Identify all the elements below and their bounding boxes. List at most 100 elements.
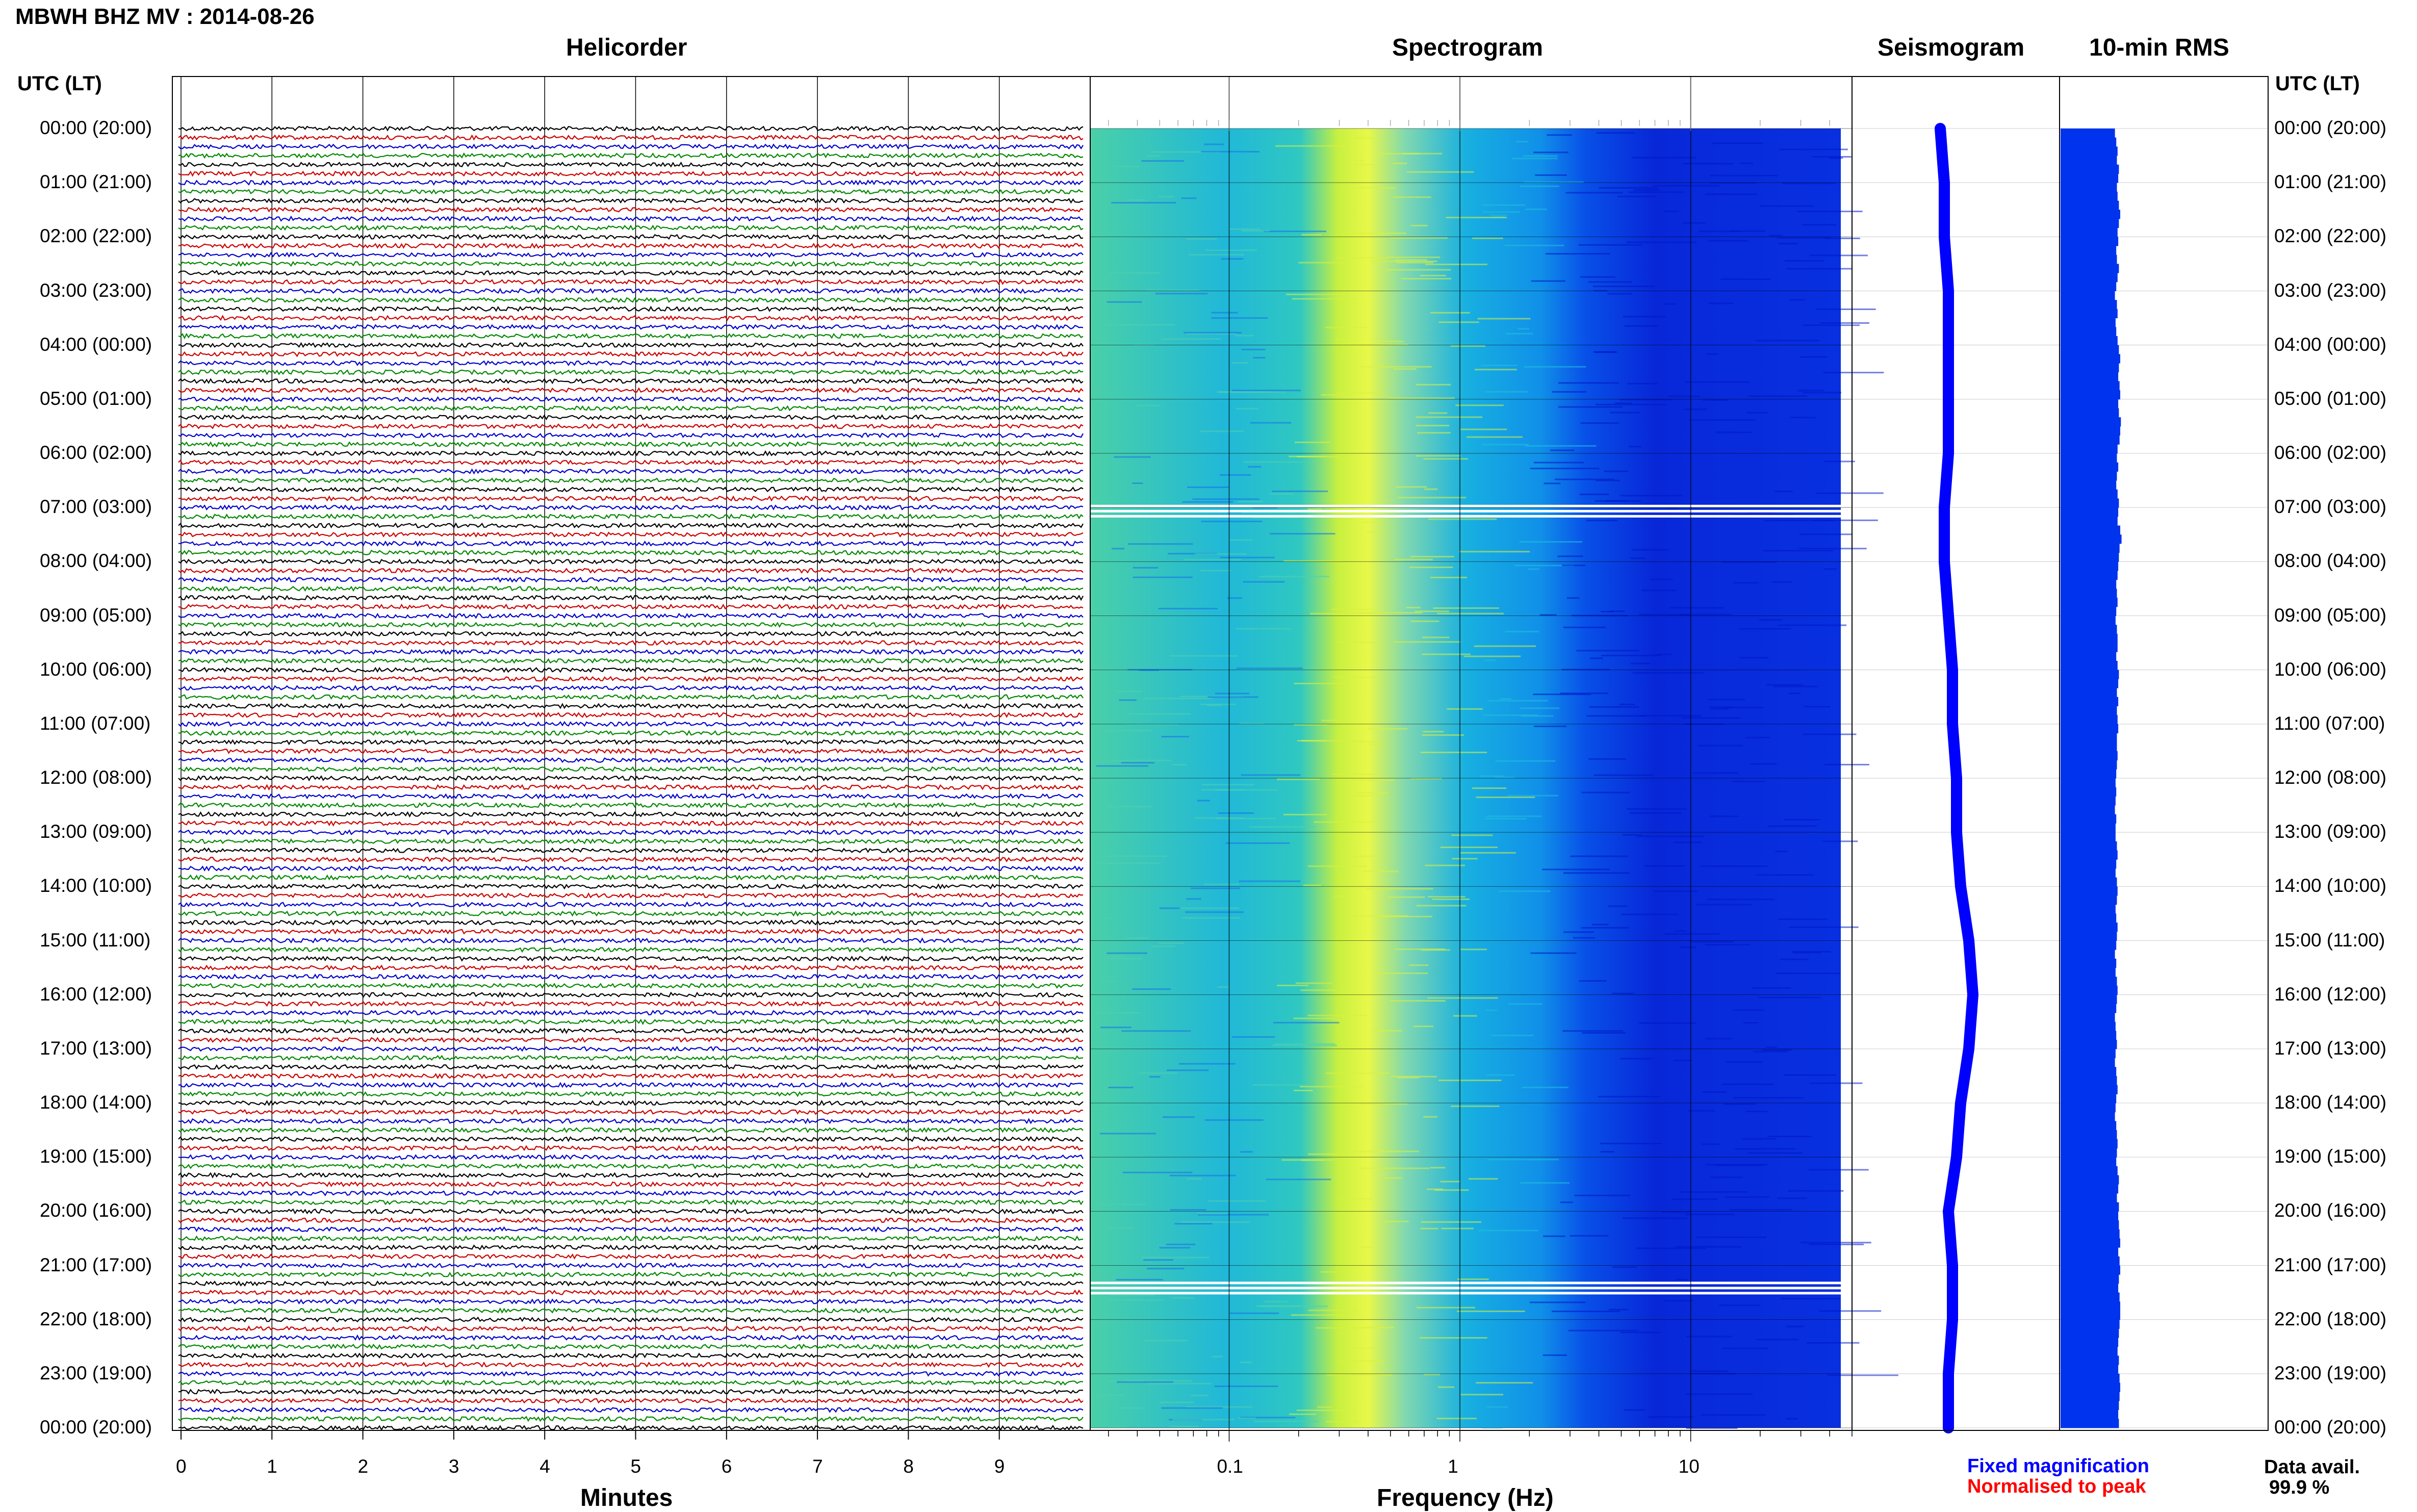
spectrogram-streak bbox=[1460, 1394, 1504, 1396]
spectrogram-streak bbox=[1401, 277, 1452, 279]
spectrogram-streak bbox=[1809, 1169, 1869, 1171]
spectrogram-streak bbox=[1308, 1310, 1357, 1312]
time-label-right: 19:00 (15:00) bbox=[2274, 1146, 2387, 1167]
spectrogram-streak bbox=[1236, 407, 1259, 409]
spectrogram-streak bbox=[1809, 1082, 1863, 1084]
spectrogram-streak bbox=[1277, 778, 1320, 780]
spectrogram-streak bbox=[1395, 486, 1427, 488]
rms-bar bbox=[2061, 886, 2118, 896]
helicorder-trace bbox=[178, 703, 1084, 709]
spectrogram-streak bbox=[1625, 325, 1658, 327]
helicorder-trace bbox=[178, 937, 1084, 944]
spectrogram-streak bbox=[1573, 937, 1596, 939]
time-label-right: 02:00 (22:00) bbox=[2274, 225, 2387, 247]
time-label-left: 08:00 (04:00) bbox=[40, 550, 152, 572]
spectrogram-tick-label: 1 bbox=[1448, 1456, 1458, 1477]
helicorder-trace bbox=[178, 983, 1084, 989]
spectrogram-streak bbox=[1386, 397, 1455, 399]
spectrogram-streak bbox=[1391, 1075, 1437, 1078]
rms-bar bbox=[2061, 1112, 2115, 1121]
rms-bar bbox=[2061, 1319, 2120, 1329]
spectrogram-streak bbox=[1249, 826, 1315, 828]
spectrogram-streak bbox=[1483, 714, 1538, 716]
spectrogram-streak bbox=[1256, 1305, 1300, 1307]
spectrogram-streak bbox=[1375, 972, 1428, 975]
spectrogram-streak bbox=[1593, 351, 1616, 353]
rms-bar bbox=[2061, 1301, 2120, 1311]
spectrogram-streak bbox=[1706, 353, 1719, 355]
time-label-right: 04:00 (00:00) bbox=[2274, 334, 2387, 355]
spectrogram-streak bbox=[1132, 482, 1143, 484]
spectrogram-streak bbox=[1530, 468, 1600, 470]
spectrogram-streak bbox=[1105, 855, 1167, 857]
spectrogram-streak bbox=[1158, 607, 1218, 609]
spectrogram-streak bbox=[1535, 174, 1567, 176]
spectrogram-streak bbox=[1582, 1032, 1626, 1034]
spectrogram-streak bbox=[1141, 160, 1185, 162]
spectrogram-streak bbox=[1784, 260, 1824, 262]
spectrogram-streak bbox=[1596, 132, 1635, 134]
helicorder-trace bbox=[178, 1244, 1084, 1251]
spectrogram-streak bbox=[1171, 764, 1187, 766]
rms-bar bbox=[2061, 381, 2120, 391]
spectrogram-streak bbox=[1099, 862, 1160, 864]
helicorder-trace bbox=[178, 712, 1084, 719]
helicorder-trace bbox=[178, 793, 1084, 800]
spectrogram-streak bbox=[1163, 1116, 1195, 1118]
spectrogram-streak bbox=[1481, 365, 1518, 367]
spectrogram-streak bbox=[1778, 243, 1798, 245]
spectrogram-streak bbox=[1457, 1310, 1525, 1312]
rms-bar bbox=[2061, 354, 2120, 364]
helicorder-trace bbox=[178, 1334, 1084, 1341]
spectrogram-streak bbox=[1417, 1306, 1475, 1309]
spectrogram-streak bbox=[1354, 159, 1365, 161]
spectrogram-streak bbox=[1460, 852, 1516, 854]
rms-bar bbox=[2061, 1265, 2120, 1275]
spectrogram-streak bbox=[1362, 870, 1399, 873]
time-label-left: 13:00 (09:00) bbox=[40, 821, 152, 842]
spectrogram-streak bbox=[1102, 955, 1124, 957]
spectrogram-streak bbox=[1291, 1314, 1352, 1316]
time-label-left: 04:00 (00:00) bbox=[40, 334, 152, 355]
spectrogram-streak bbox=[1479, 1229, 1538, 1232]
rms-bar bbox=[2061, 1292, 2120, 1302]
spectrogram-streak bbox=[1109, 1294, 1155, 1296]
helicorder-trace bbox=[178, 883, 1084, 890]
spectrogram-streak bbox=[1205, 249, 1257, 251]
seismogram-trace bbox=[1935, 123, 1978, 1433]
spectrogram-streak bbox=[1710, 174, 1778, 176]
spectrogram-streak bbox=[1522, 1086, 1569, 1088]
spectrogram-streak bbox=[1229, 1312, 1279, 1314]
spectrogram-streak bbox=[1495, 777, 1514, 779]
spectrogram-streak bbox=[1804, 706, 1831, 708]
spectrogram-streak bbox=[1484, 817, 1527, 819]
spectrogram-streak bbox=[1705, 193, 1757, 195]
spectrogram-streak bbox=[1420, 1337, 1487, 1339]
time-label-right: 17:00 (13:00) bbox=[2274, 1037, 2387, 1059]
rms-bar bbox=[2061, 534, 2122, 544]
spectrogram-streak bbox=[1438, 321, 1479, 323]
helicorder-trace bbox=[178, 639, 1084, 646]
spectrogram-streak bbox=[1820, 322, 1869, 324]
spectrogram-streak bbox=[1701, 1143, 1719, 1145]
spectrogram-streak bbox=[1476, 1382, 1533, 1384]
rms-bar bbox=[2061, 210, 2120, 219]
spectrogram-streak bbox=[1563, 931, 1594, 933]
spectrogram-streak bbox=[1121, 1030, 1191, 1032]
spectrogram-streak bbox=[1275, 145, 1347, 147]
rms-bar bbox=[2061, 318, 2116, 327]
helicorder-trace bbox=[178, 838, 1084, 844]
spectrogram-streak bbox=[1211, 1355, 1223, 1357]
spectrogram-streak bbox=[1482, 204, 1526, 206]
spectrogram-streak bbox=[1425, 864, 1465, 866]
spectrogram-streak bbox=[1354, 137, 1376, 139]
spectrogram-streak bbox=[1264, 1300, 1289, 1302]
spectrogram-streak bbox=[1128, 713, 1191, 715]
spectrogram-streak bbox=[1570, 855, 1628, 857]
time-label-right: 01:00 (21:00) bbox=[2274, 171, 2387, 193]
time-label-right: 09:00 (05:00) bbox=[2274, 604, 2387, 626]
helicorder-trace bbox=[178, 1082, 1084, 1088]
rms-bar bbox=[2061, 444, 2118, 454]
spectrogram-streak bbox=[1745, 1111, 1768, 1113]
rms-bar bbox=[2061, 480, 2117, 490]
